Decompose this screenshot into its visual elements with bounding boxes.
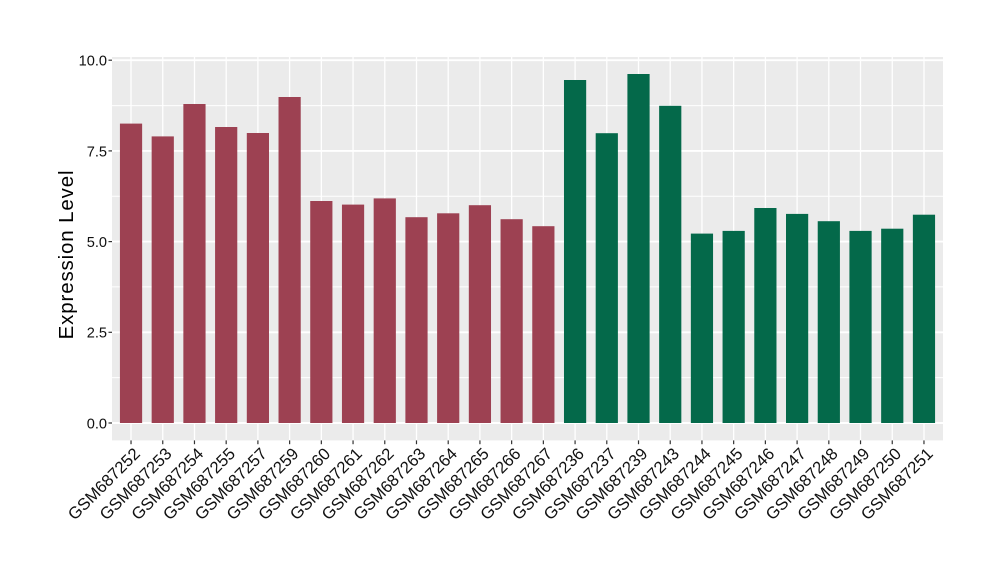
svg-text:0.0: 0.0 xyxy=(87,416,107,432)
svg-text:7.5: 7.5 xyxy=(87,144,107,160)
svg-text:10.0: 10.0 xyxy=(79,54,107,70)
svg-text:5.0: 5.0 xyxy=(87,235,107,251)
svg-text:Expression Level: Expression Level xyxy=(55,170,78,340)
svg-text:2.5: 2.5 xyxy=(87,326,107,342)
